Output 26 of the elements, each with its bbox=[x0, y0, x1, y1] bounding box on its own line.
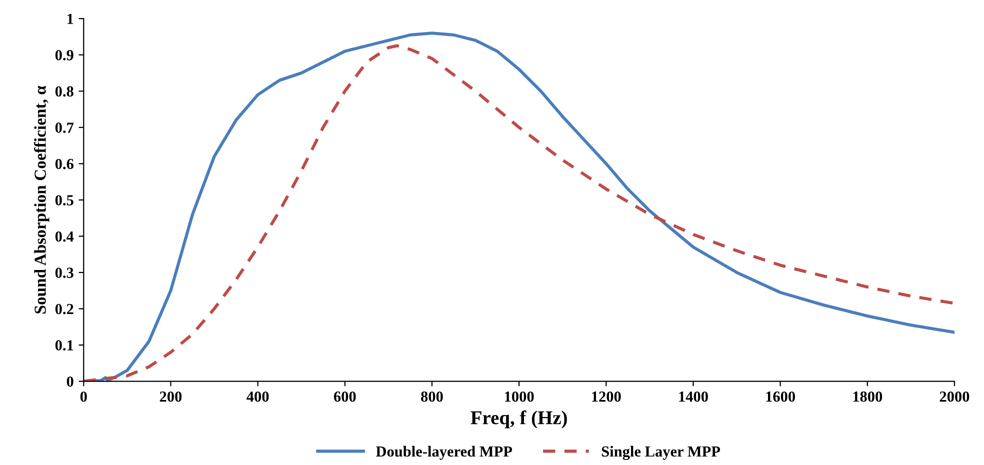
x-tick-label: 1800 bbox=[853, 391, 882, 402]
x-tick-label: 0 bbox=[80, 391, 87, 402]
y-tick-label: 0.1 bbox=[55, 340, 74, 351]
y-tick-label: 0.6 bbox=[55, 158, 74, 170]
y-tick-label: 0.7 bbox=[55, 122, 74, 133]
x-tick-label: 1400 bbox=[679, 391, 708, 402]
x-tick-label: 1200 bbox=[592, 391, 621, 402]
y-tick-label: 0.9 bbox=[55, 50, 74, 60]
y-tick-label: 0 bbox=[66, 376, 74, 387]
x-tick-label: 2000 bbox=[940, 391, 970, 402]
x-axis-title: Freq, f (Hz) bbox=[470, 410, 567, 428]
y-axis-title: Sound Absorption Coefficient, α bbox=[34, 86, 50, 314]
x-tick-label: 800 bbox=[421, 391, 443, 402]
x-tick-label: 1600 bbox=[766, 391, 796, 402]
y-tick-label: 1 bbox=[68, 14, 74, 24]
x-tick-label: 400 bbox=[246, 391, 269, 402]
y-tick-label: 0.2 bbox=[55, 304, 74, 314]
legend-label: Double-layered MPP bbox=[376, 446, 512, 460]
y-tick-label: 0.8 bbox=[55, 86, 74, 97]
y-tick-label: 0.4 bbox=[55, 231, 74, 242]
legend-label: Single Layer MPP bbox=[602, 446, 720, 460]
y-tick-label: 0.3 bbox=[55, 268, 74, 278]
x-tick-label: 600 bbox=[334, 391, 356, 402]
x-tick-label: 200 bbox=[160, 391, 182, 402]
y-tick-label: 0.5 bbox=[55, 195, 74, 206]
x-tick-label: 1000 bbox=[505, 391, 534, 402]
